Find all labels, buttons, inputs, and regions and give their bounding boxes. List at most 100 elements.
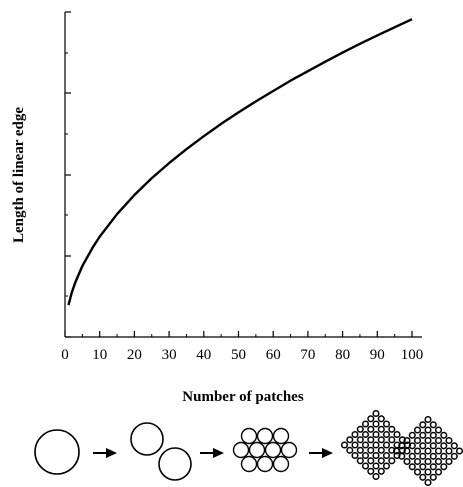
x-tick-label: 80: [335, 347, 350, 363]
right-arrow-icon: [200, 448, 224, 458]
patch-circle: [361, 462, 370, 470]
x-tick-label: 30: [162, 347, 177, 363]
patch-progression-illustration: [34, 409, 463, 487]
x-tick-label: 90: [370, 347, 385, 363]
patch-circle: [367, 415, 375, 423]
patch-circle: [367, 467, 375, 475]
patch-circle: [240, 455, 258, 473]
patch-circle: [424, 415, 432, 424]
right-arrow-icon: [93, 448, 117, 458]
patch-circle: [429, 431, 437, 439]
patch-circle: [413, 426, 422, 434]
patch-circle: [372, 462, 380, 470]
patch-circle: [367, 457, 375, 465]
patch-circle: [377, 446, 385, 454]
patch-circle: [413, 457, 422, 466]
patch-circle: [372, 451, 380, 460]
patch-circle: [240, 427, 258, 445]
patch-circle: [377, 467, 385, 475]
patch-circle: [455, 447, 463, 455]
patch-circle: [429, 473, 437, 481]
patch-circle: [419, 431, 427, 439]
patch-circle: [272, 427, 290, 445]
patch-circle: [361, 430, 370, 439]
stage-ten-patches: [232, 427, 298, 473]
patch-circle: [403, 457, 411, 466]
patch-circle: [361, 451, 370, 460]
patch-circle: [419, 442, 427, 450]
patch-circle: [450, 442, 458, 450]
series-line: [67, 18, 413, 306]
patch-circle: [398, 442, 406, 450]
patch-circle: [382, 430, 391, 439]
patch-circle: [351, 430, 359, 439]
patch-circle: [450, 452, 458, 460]
patch-circle: [413, 468, 422, 476]
y-axis-label: Length of linear edge: [11, 107, 27, 243]
patch-circle: [377, 436, 385, 444]
patch-circle: [377, 425, 385, 433]
patch-circle: [356, 446, 364, 454]
patch-circle: [232, 441, 250, 459]
patch-circle: [392, 447, 401, 455]
patch-circle: [382, 462, 391, 470]
patch-circle: [413, 447, 422, 455]
x-ticks: [64, 331, 413, 337]
patch-circle: [372, 409, 380, 418]
patch-circle: [256, 427, 274, 445]
patch-circle: [434, 457, 443, 466]
x-tick-labels: 0 10 20 30 40 50 60 70 80 90 100: [61, 347, 423, 363]
patch-circle: [408, 452, 416, 460]
patch-circle: [429, 421, 437, 429]
patch-circle: [372, 430, 380, 439]
patch-circle: [377, 457, 385, 465]
x-tick-label: 40: [196, 347, 211, 363]
patch-circle: [340, 441, 349, 449]
patch-circle: [351, 441, 359, 449]
patch-circle: [388, 457, 396, 465]
patch-circle: [434, 447, 443, 455]
x-tick-label: 70: [300, 347, 315, 363]
patch-circle: [408, 463, 416, 471]
patch-circle: [388, 446, 396, 454]
patch-circle: [346, 446, 354, 454]
patch-circle: [403, 436, 411, 445]
patch-circle: [272, 455, 290, 473]
patch-circle: [356, 436, 364, 444]
x-tick-label: 60: [266, 347, 281, 363]
patch-circle: [346, 436, 354, 444]
patch-circle: [434, 426, 443, 434]
patch-circle: [408, 442, 416, 450]
patch-circle: [372, 441, 380, 449]
y-ticks: [65, 11, 71, 338]
patch-circle: [403, 447, 411, 455]
x-tick-label: 20: [127, 347, 142, 363]
patch-circle: [377, 415, 385, 423]
patch-circle: [398, 452, 406, 460]
patch-circle: [413, 436, 422, 445]
patch-circle: [372, 420, 380, 428]
right-arrow-icon: [309, 448, 333, 458]
patch-circle: [388, 436, 396, 444]
patch-circle: [367, 436, 375, 444]
patch-circle: [382, 451, 391, 460]
patch-circle: [382, 441, 391, 449]
patch-circle: [361, 420, 370, 428]
patch-circle: [419, 473, 427, 481]
patch-circle: [372, 472, 380, 481]
patch-circle: [408, 431, 416, 439]
patch-circle: [280, 441, 298, 459]
patch-circle: [440, 452, 448, 460]
patch-circle: [419, 463, 427, 471]
patch-circle: [424, 447, 432, 455]
patch-circle: [445, 436, 453, 445]
patch-circle: [367, 446, 375, 454]
stage-two-patches: [130, 422, 192, 481]
patch-circle: [367, 425, 375, 433]
x-tick-label: 10: [92, 347, 107, 363]
patch-circle: [445, 457, 453, 466]
patch-circle: [434, 468, 443, 476]
patch-circle: [419, 421, 427, 429]
stage-hundred-patches: [340, 409, 463, 487]
patch-circle: [351, 451, 359, 460]
